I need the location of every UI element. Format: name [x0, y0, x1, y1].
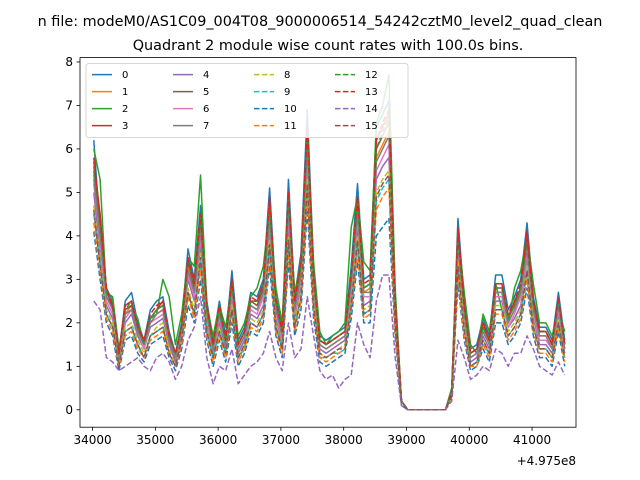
- series-layer: [93, 74, 566, 411]
- x-tick-label: 37000: [262, 433, 300, 447]
- series-line-0: [93, 100, 566, 411]
- y-tick-label: 7: [65, 99, 73, 113]
- ticks-layer: 34000 35000 36000 37000 38000 39000 40000 41000…: [65, 55, 551, 447]
- series-line-11: [93, 187, 566, 411]
- legend-label-10: 10: [284, 104, 297, 115]
- legend-label-6: 6: [203, 104, 209, 115]
- y-tick-label: 4: [65, 229, 73, 243]
- legend-label-13: 13: [365, 87, 378, 98]
- chart-title: Quadrant 2 module wise count rates with …: [133, 38, 524, 54]
- y-tick-label: 5: [65, 186, 73, 200]
- plot-area-frame: [79, 57, 577, 428]
- series-line-7: [93, 135, 566, 411]
- legend-label-11: 11: [284, 121, 297, 132]
- figure-suptitle: n file: modeM0/AS1C09_004T08_9000006514_…: [38, 14, 603, 30]
- series-line-14: [93, 274, 566, 411]
- legend-label-8: 8: [284, 70, 290, 81]
- y-tick-label: 8: [65, 55, 73, 69]
- y-tick-label: 1: [65, 360, 73, 374]
- x-tick-label: 38000: [325, 433, 363, 447]
- x-tick-label: 40000: [450, 433, 488, 447]
- x-tick-label: 39000: [387, 433, 425, 447]
- y-tick-label: 0: [65, 403, 73, 417]
- legend-label-0: 0: [122, 70, 128, 81]
- x-tick-label: 35000: [136, 433, 174, 447]
- x-tick-label: 36000: [199, 433, 237, 447]
- series-line-12: [93, 117, 566, 411]
- legend-label-5: 5: [203, 87, 209, 98]
- legend-label-4: 4: [203, 70, 209, 81]
- legend-box: [85, 63, 409, 138]
- legend-label-7: 7: [203, 121, 209, 132]
- series-line-4: [93, 156, 566, 411]
- series-line-6: [93, 143, 566, 411]
- series-line-1: [93, 130, 566, 411]
- legend-label-9: 9: [284, 87, 290, 98]
- series-line-5: [93, 122, 566, 411]
- series-line-15: [93, 174, 566, 411]
- x-tick-label: 34000: [73, 433, 111, 447]
- x-tick-label: 41000: [513, 433, 551, 447]
- legend-label-2: 2: [122, 104, 128, 115]
- legend-label-15: 15: [365, 121, 378, 132]
- y-tick-label: 3: [65, 273, 73, 287]
- y-tick-label: 2: [65, 316, 73, 330]
- series-line-10: [93, 209, 566, 411]
- y-tick-label: 6: [65, 142, 73, 156]
- x-offset-label: +4.975e8: [517, 454, 576, 468]
- series-line-13: [93, 109, 566, 411]
- series-line-2: [93, 74, 566, 411]
- series-line-3: [93, 113, 566, 411]
- legend-label-1: 1: [122, 87, 128, 98]
- legend-label-3: 3: [122, 121, 128, 132]
- legend-label-12: 12: [365, 70, 378, 81]
- legend-label-14: 14: [365, 104, 378, 115]
